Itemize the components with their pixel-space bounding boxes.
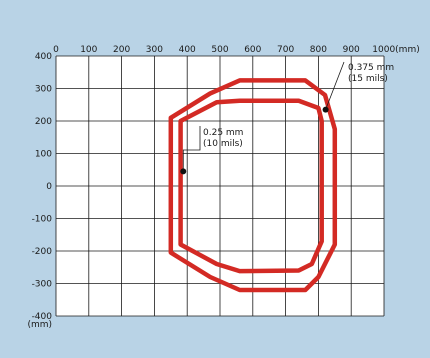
x-tick-label: 400: [179, 45, 196, 55]
range-regions: [168, 78, 338, 293]
x-tick-label: 500: [211, 45, 228, 55]
x-tick-label: 900: [343, 45, 360, 55]
y-tick-label: -200: [32, 247, 53, 257]
x-tick-label: 700: [277, 45, 294, 55]
y-tick-label: 100: [35, 150, 52, 160]
y-tick-label: 300: [35, 85, 52, 95]
x-tick-label: 300: [146, 45, 163, 55]
x-tick-label: 0: [53, 45, 59, 55]
annotations: 0.375 mm(15 mils) 0.25 mm(10 mils): [180, 61, 394, 175]
x-tick-label: 600: [244, 45, 261, 55]
y-unit-label: (mm): [27, 320, 52, 330]
x-tick-label: 1000(mm): [372, 45, 419, 55]
y-tick-label: 0: [46, 182, 52, 192]
x-tick-label: 800: [310, 45, 327, 55]
leader-line: [325, 61, 345, 110]
y-tick-label: 200: [35, 117, 52, 127]
x-tick-label: 100: [80, 45, 97, 55]
region-label: 0.25 mm: [203, 128, 243, 138]
range-region: [178, 98, 324, 274]
y-tick-label: -100: [32, 215, 53, 225]
y-tick-label: -400: [32, 312, 53, 322]
y-tick-label: -300: [32, 280, 53, 290]
range-region: [168, 78, 338, 293]
tick-labels: 0 100 200 300 400 500 600 700 800 900 1000(mm)4003…: [27, 45, 419, 330]
leader-line: [182, 126, 201, 172]
x-tick-label: 200: [113, 45, 130, 55]
marker-dot: [180, 168, 187, 175]
region-label: (15 mils): [348, 74, 388, 84]
marker-dot: [322, 106, 329, 113]
y-tick-label: 400: [35, 52, 52, 62]
region-label: (10 mils): [203, 139, 243, 149]
region-label: 0.375 mm: [348, 63, 394, 73]
